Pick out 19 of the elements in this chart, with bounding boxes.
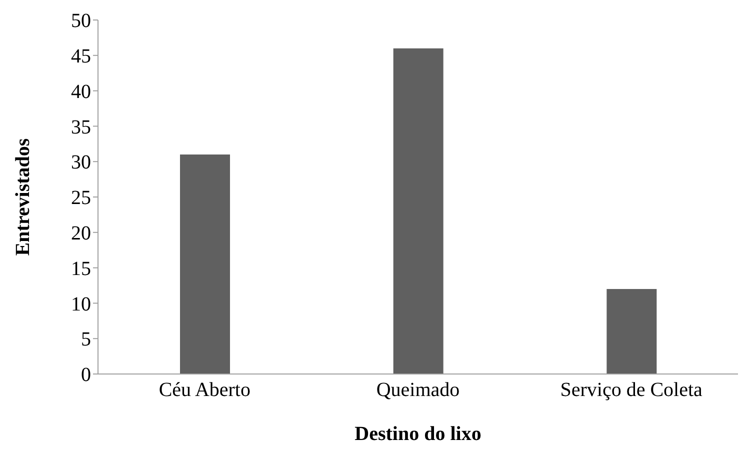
y-axis-title: Entrevistados bbox=[12, 138, 34, 256]
y-tick-label: 45 bbox=[71, 46, 91, 68]
y-tick-label: 40 bbox=[71, 80, 91, 103]
y-tick-label: 35 bbox=[71, 116, 91, 138]
x-tick-label: Queimado bbox=[376, 379, 460, 402]
y-tick-label: 15 bbox=[71, 258, 91, 280]
y-tick-label: 50 bbox=[71, 10, 91, 32]
y-tick-label: 25 bbox=[71, 187, 91, 210]
bar bbox=[393, 48, 444, 374]
y-tick-label: 5 bbox=[81, 328, 91, 351]
bar bbox=[180, 154, 230, 374]
y-tick-label: 0 bbox=[81, 364, 91, 386]
x-tick-label: Serviço de Coleta bbox=[560, 379, 703, 402]
y-tick-label: 20 bbox=[71, 222, 91, 244]
y-tick-label: 30 bbox=[71, 152, 91, 174]
y-tick-label: 10 bbox=[71, 293, 91, 316]
bar bbox=[606, 289, 657, 374]
x-axis-title: Destino do lixo bbox=[354, 423, 482, 445]
x-tick-label: Céu Aberto bbox=[158, 379, 250, 402]
